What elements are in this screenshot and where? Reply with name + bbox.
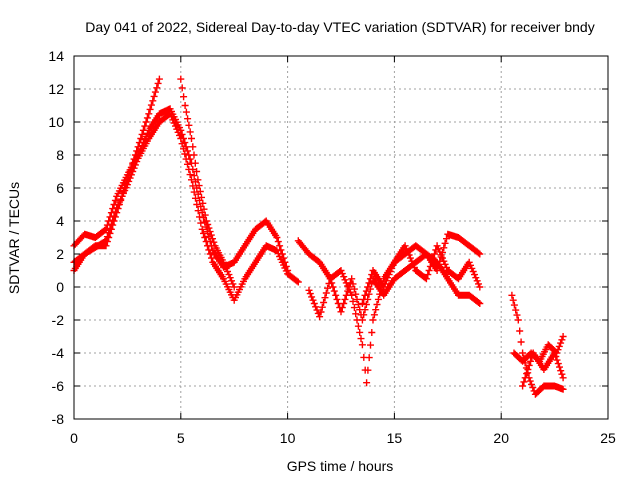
data-point-markers: [508, 291, 567, 398]
data-point-markers: [70, 75, 163, 274]
y-tick-label: -6: [52, 378, 65, 394]
series-track-g: [358, 242, 484, 307]
y-tick-label: 0: [56, 279, 64, 295]
y-tick-label: 4: [56, 213, 64, 229]
chart-title: Day 041 of 2022, Sidereal Day-to-day VTE…: [85, 19, 594, 35]
axes: 0 5 10 15 20 25 -8 -6 -4 -2 0 2 4 6 8 10 12 14: [48, 48, 616, 446]
y-tick-label: 14: [48, 48, 64, 64]
data-point-markers: [70, 110, 302, 304]
y-tick-label: 12: [48, 81, 64, 97]
x-axis-label: GPS time / hours: [287, 458, 394, 474]
series-track-c: [70, 110, 302, 304]
x-tick-label: 15: [387, 430, 403, 446]
series-track-j: [519, 349, 567, 390]
y-tick-label: -8: [52, 411, 65, 427]
data-point-markers: [358, 242, 484, 307]
data-points: [70, 75, 567, 398]
y-tick-label: -4: [52, 345, 65, 361]
series-track-a: [70, 75, 163, 274]
x-tick-label: 20: [493, 430, 509, 446]
x-tick-label: 25: [600, 430, 616, 446]
x-tick-label: 0: [70, 430, 78, 446]
grid: [74, 56, 608, 419]
y-tick-label: 2: [56, 246, 64, 262]
y-axis-label: SDTVAR / TECUs: [6, 182, 22, 294]
series-track-d: [177, 75, 238, 291]
plot-frame: [73, 55, 609, 420]
y-tick-label: 8: [56, 147, 64, 163]
x-tick-label: 5: [177, 430, 185, 446]
data-point-markers: [177, 75, 238, 291]
x-tick-label: 10: [280, 430, 296, 446]
data-point-markers: [519, 349, 567, 390]
y-tick-label: 6: [56, 180, 64, 196]
series-track-h: [508, 291, 567, 398]
y-tick-label: 10: [48, 114, 64, 130]
y-tick-label: -2: [52, 312, 65, 328]
